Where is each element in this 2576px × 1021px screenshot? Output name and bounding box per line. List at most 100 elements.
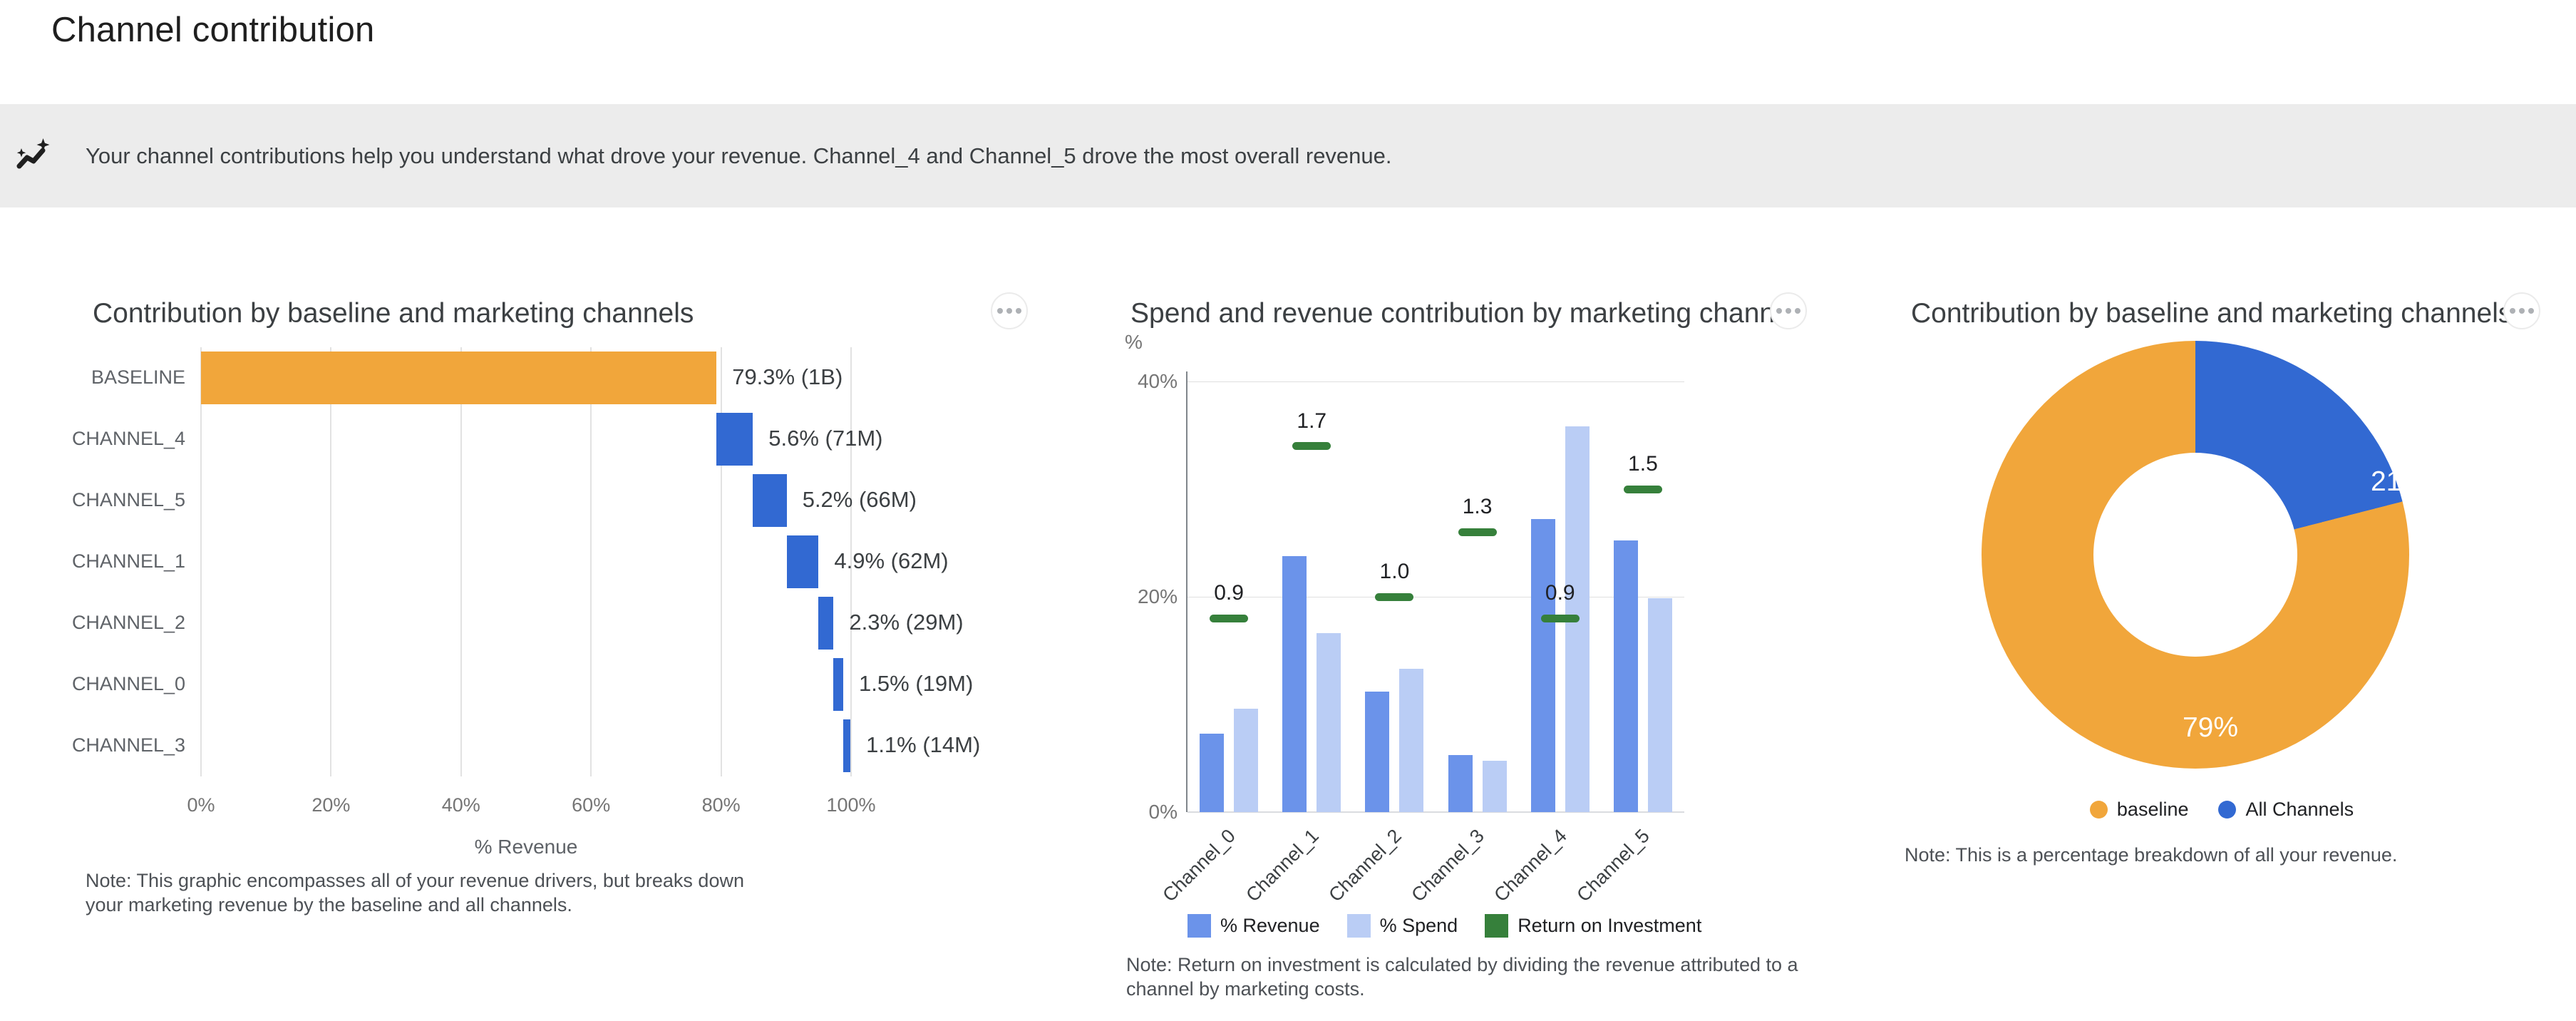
menu-dot-icon <box>1776 308 1782 314</box>
roi-value-label: 1.7 <box>1297 409 1327 433</box>
spend-bar-channel_1[interactable] <box>1317 633 1341 812</box>
spend-revenue-chart-card: Spend and revenue contribution by market… <box>1083 287 1860 1021</box>
legend-item-revenue[interactable]: % Revenue <box>1187 914 1320 938</box>
waterfall-x-axis-title: % Revenue <box>474 836 578 858</box>
spend-bar-channel_2[interactable] <box>1399 669 1424 812</box>
menu-dot-icon <box>1795 308 1800 314</box>
more-options-button[interactable] <box>2503 292 2540 329</box>
waterfall-x-axis-ticks: 0% 20% 40% 60% 80% 100% <box>187 794 875 819</box>
revenue-bar-channel_0[interactable] <box>1200 733 1225 812</box>
gridline <box>460 347 462 776</box>
revenue-bar-channel_1[interactable] <box>1282 555 1307 812</box>
y-axis-unit-label: % <box>1125 331 1143 353</box>
legend-label: % Spend <box>1379 915 1458 936</box>
donut-chart-note: Note: This is a percentage breakdown of … <box>1905 844 2398 866</box>
y-tick-label: 0% <box>1148 801 1178 823</box>
donut-chart[interactable]: 21% 79% <box>1982 341 2426 769</box>
roi-marker-channel_2[interactable] <box>1375 592 1414 601</box>
roi-legend-swatch <box>1485 914 1509 938</box>
x-tick-label: 40% <box>441 794 480 816</box>
revenue-bar-channel_4[interactable] <box>1530 519 1555 812</box>
revenue-bar-channel_5[interactable] <box>1613 540 1638 812</box>
y-tick-label: 20% <box>1137 585 1178 607</box>
menu-dot-icon <box>2510 308 2515 314</box>
waterfall-bar-channel_4[interactable] <box>716 413 753 466</box>
spend-bar-channel_5[interactable] <box>1647 597 1672 812</box>
roi-value-label: 1.0 <box>1379 560 1410 583</box>
insight-banner-text: Your channel contributions help you unde… <box>86 143 1392 168</box>
roi-value-label: 0.9 <box>1545 581 1575 605</box>
gridline <box>590 347 592 776</box>
gridline <box>720 347 722 776</box>
page-title: Channel contribution <box>51 11 375 49</box>
legend-item-all-channels[interactable]: All Channels <box>2218 799 2354 821</box>
revenue-bar-channel_3[interactable] <box>1448 754 1473 812</box>
x-category-label: Channel_2 <box>1324 825 1406 906</box>
menu-dot-icon <box>1016 308 1021 314</box>
waterfall-category-label: CHANNEL_5 <box>71 489 185 510</box>
spend-revenue-chart-title: Spend and revenue contribution by market… <box>1130 298 1797 329</box>
all-channels-legend-dot <box>2218 801 2237 819</box>
legend-item-roi[interactable]: Return on Investment <box>1485 914 1701 938</box>
waterfall-value-label: 1.1% (14M) <box>866 732 981 757</box>
roi-marker-channel_3[interactable] <box>1458 528 1497 536</box>
waterfall-bar-channel_0[interactable] <box>833 658 844 711</box>
waterfall-category-label: CHANNEL_4 <box>71 428 185 449</box>
roi-marker-channel_5[interactable] <box>1623 485 1662 493</box>
donut-hole <box>2093 453 2297 657</box>
waterfall-value-label: 2.3% (29M) <box>849 610 964 635</box>
waterfall-category-label: CHANNEL_2 <box>71 612 185 633</box>
waterfall-plot-area: BASELINE 79.3% (1B) CHANNEL_4 5.6% (71M) CHA… <box>72 347 980 776</box>
gridline <box>330 347 332 776</box>
gridline <box>1187 381 1684 382</box>
spend-bar-channel_3[interactable] <box>1482 760 1507 812</box>
y-tick-label: 40% <box>1137 370 1178 392</box>
x-tick-label: 20% <box>311 794 351 816</box>
donut-chart-card: Contribution by baseline and marketing c… <box>1867 287 2576 1021</box>
roi-marker-channel_1[interactable] <box>1292 442 1331 451</box>
waterfall-chart-card: Contribution by baseline and marketing c… <box>43 287 1055 1021</box>
x-category-label: Channel_1 <box>1241 825 1323 906</box>
x-tick-label: 60% <box>572 794 611 816</box>
x-tick-label: 0% <box>187 794 215 816</box>
more-options-button[interactable] <box>991 292 1028 329</box>
donut-slice-label-all-channels: 21% <box>2370 466 2427 497</box>
waterfall-value-label: 79.3% (1B) <box>732 364 843 389</box>
legend-label: All Channels <box>2245 799 2354 820</box>
x-category-label: Channel_4 <box>1490 825 1571 906</box>
legend-item-baseline[interactable]: baseline <box>2089 799 2189 821</box>
waterfall-bar-channel_3[interactable] <box>843 719 851 772</box>
legend-label: baseline <box>2116 799 2189 820</box>
spend-revenue-legend: % Revenue % Spend Return on Investment <box>1187 914 1701 938</box>
roi-value-label: 1.3 <box>1462 495 1493 519</box>
donut-chart-title: Contribution by baseline and marketing c… <box>1911 298 2513 329</box>
x-category-label: Channel_0 <box>1158 825 1240 906</box>
waterfall-bar-channel_1[interactable] <box>786 535 819 588</box>
legend-item-spend[interactable]: % Spend <box>1346 914 1458 938</box>
waterfall-bar-channel_5[interactable] <box>753 474 787 527</box>
roi-marker-channel_4[interactable] <box>1540 614 1580 622</box>
waterfall-bar-baseline[interactable] <box>201 352 717 404</box>
x-tick-label: 100% <box>826 794 876 816</box>
x-axis-line <box>1187 811 1684 813</box>
more-options-button[interactable] <box>1770 292 1807 329</box>
menu-dot-icon <box>2528 308 2534 314</box>
donut-legend: baseline All Channels <box>1867 799 2576 821</box>
roi-value-label: 1.5 <box>1628 452 1658 476</box>
waterfall-category-label: BASELINE <box>91 366 185 388</box>
x-tick-label: 80% <box>701 794 741 816</box>
menu-dot-icon <box>997 308 1003 314</box>
menu-dot-icon <box>1006 308 1012 314</box>
spend-bar-channel_0[interactable] <box>1234 709 1259 812</box>
spend-revenue-chart-note: Note: Return on investment is calculated… <box>1126 954 1798 1000</box>
x-category-label: Channel_3 <box>1407 825 1488 906</box>
waterfall-chart-note: Note: This graphic encompasses all of yo… <box>86 870 744 915</box>
menu-dot-icon <box>1786 308 1791 314</box>
revenue-bar-channel_2[interactable] <box>1365 691 1390 812</box>
legend-label: Return on Investment <box>1518 915 1702 936</box>
waterfall-value-label: 1.5% (19M) <box>859 671 974 696</box>
waterfall-category-label: CHANNEL_3 <box>71 734 185 756</box>
roi-marker-channel_0[interactable] <box>1210 614 1249 622</box>
waterfall-bar-channel_2[interactable] <box>818 597 834 650</box>
